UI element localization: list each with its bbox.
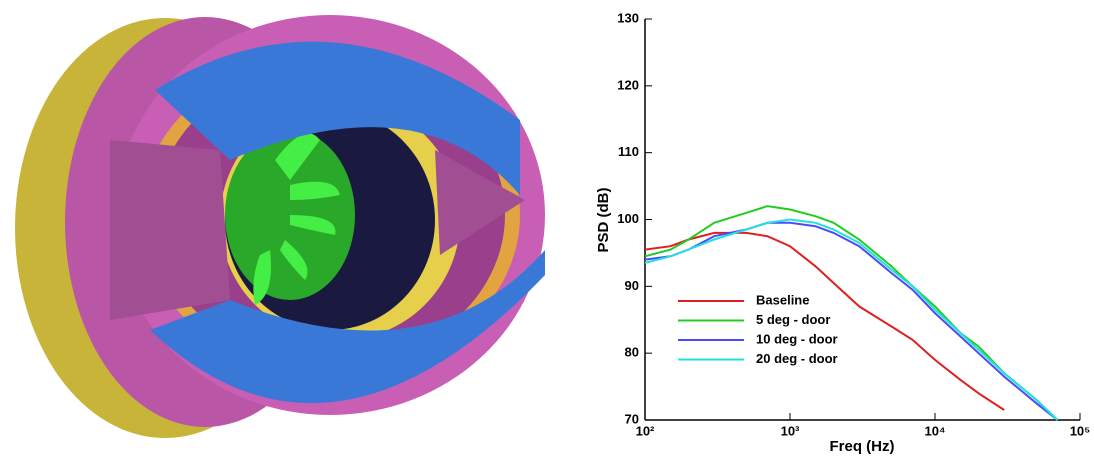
nacelle-render [15, 15, 545, 438]
x-tick-label: 10⁴ [925, 423, 946, 438]
y-axis-label: PSD (dB) [595, 188, 612, 253]
y-tick-label: 90 [625, 278, 639, 293]
legend-label: 5 deg - door [756, 312, 830, 327]
series-line [644, 221, 1059, 421]
x-tick-label: 10⁵ [1070, 423, 1091, 438]
legend-label: 10 deg - door [756, 331, 838, 346]
series-line [644, 231, 1005, 411]
y-tick-label: 110 [618, 144, 639, 159]
y-tick-label: 100 [617, 211, 639, 226]
series-line [644, 218, 1059, 421]
y-tick-label: 80 [625, 345, 639, 360]
legend-label: 20 deg - door [756, 351, 838, 366]
y-tick-label: 120 [617, 77, 639, 92]
y-tick-label: 130 [617, 10, 639, 25]
x-tick-label: 10³ [781, 423, 800, 438]
legend-label: Baseline [756, 292, 809, 307]
x-tick-label: 10² [636, 423, 655, 438]
y-tick-label: 70 [625, 411, 639, 426]
x-axis-label: Freq (Hz) [830, 438, 895, 455]
series-line [644, 205, 1059, 421]
